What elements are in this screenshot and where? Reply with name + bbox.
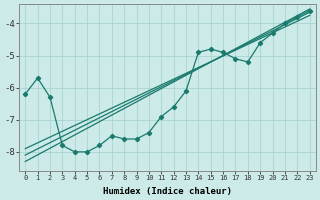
X-axis label: Humidex (Indice chaleur): Humidex (Indice chaleur) — [103, 187, 232, 196]
